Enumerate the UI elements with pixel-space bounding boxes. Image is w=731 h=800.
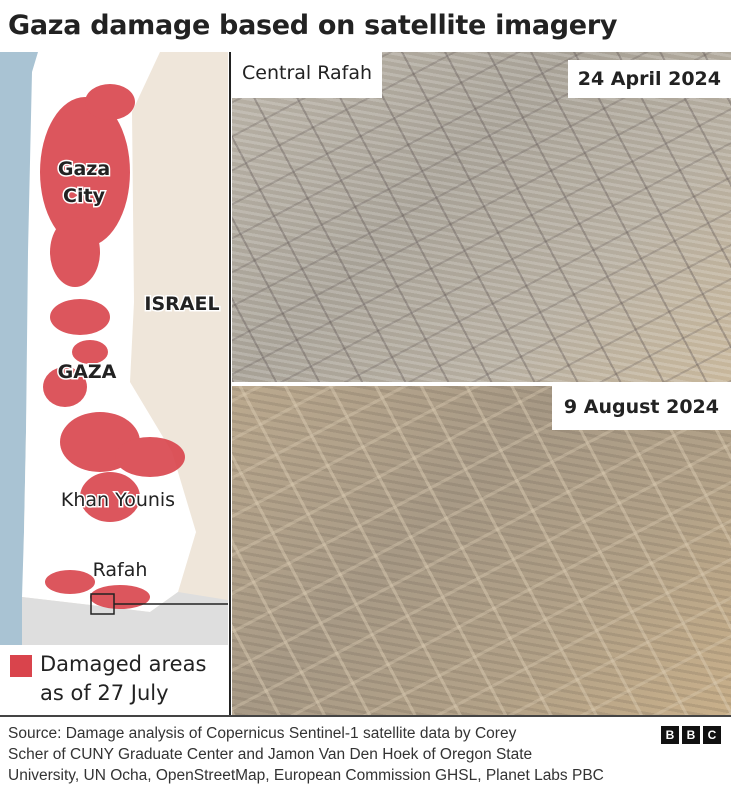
label-khan-younis: Khan Younis <box>61 489 175 511</box>
page-title: Gaza damage based on satellite imagery <box>8 10 618 41</box>
label-gaza: GAZA <box>58 361 117 383</box>
satellite-image-before: Central Rafah 24 April 2024 <box>232 52 731 382</box>
label-gaza-city-1: Gaza <box>58 158 110 180</box>
gaza-damage-map: Gaza City GAZA ISRAEL Khan Younis Rafah <box>0 52 228 645</box>
egypt-area <box>22 592 228 645</box>
footer-rule <box>0 715 731 717</box>
location-label: Central Rafah <box>232 52 383 98</box>
damage-swatch <box>10 655 32 677</box>
before-date-label: 24 April 2024 <box>567 60 731 98</box>
after-date-label: 9 August 2024 <box>551 386 731 430</box>
damage-areas <box>40 84 185 609</box>
satellite-image-after: 9 August 2024 <box>232 386 731 715</box>
source-line: Source: Damage analysis of Copernicus Se… <box>8 725 517 742</box>
label-gaza-city-2: City <box>63 185 106 207</box>
map-svg: Gaza City GAZA ISRAEL Khan Younis Rafah <box>0 52 228 645</box>
bbc-logo: B B C <box>661 726 721 744</box>
map-legend: Damaged areas as of 27 July <box>0 645 228 715</box>
source-line: University, UN Ocha, OpenStreetMap, Euro… <box>8 767 604 784</box>
label-rafah: Rafah <box>93 559 148 581</box>
source-text: Source: Damage analysis of Copernicus Se… <box>8 723 628 786</box>
label-israel: ISRAEL <box>144 293 219 315</box>
sea-area <box>0 52 38 645</box>
panel-divider <box>228 52 232 715</box>
source-line: Scher of CUNY Graduate Center and Jamon … <box>8 746 533 763</box>
legend-label: Damaged areas as of 27 July <box>40 652 207 705</box>
